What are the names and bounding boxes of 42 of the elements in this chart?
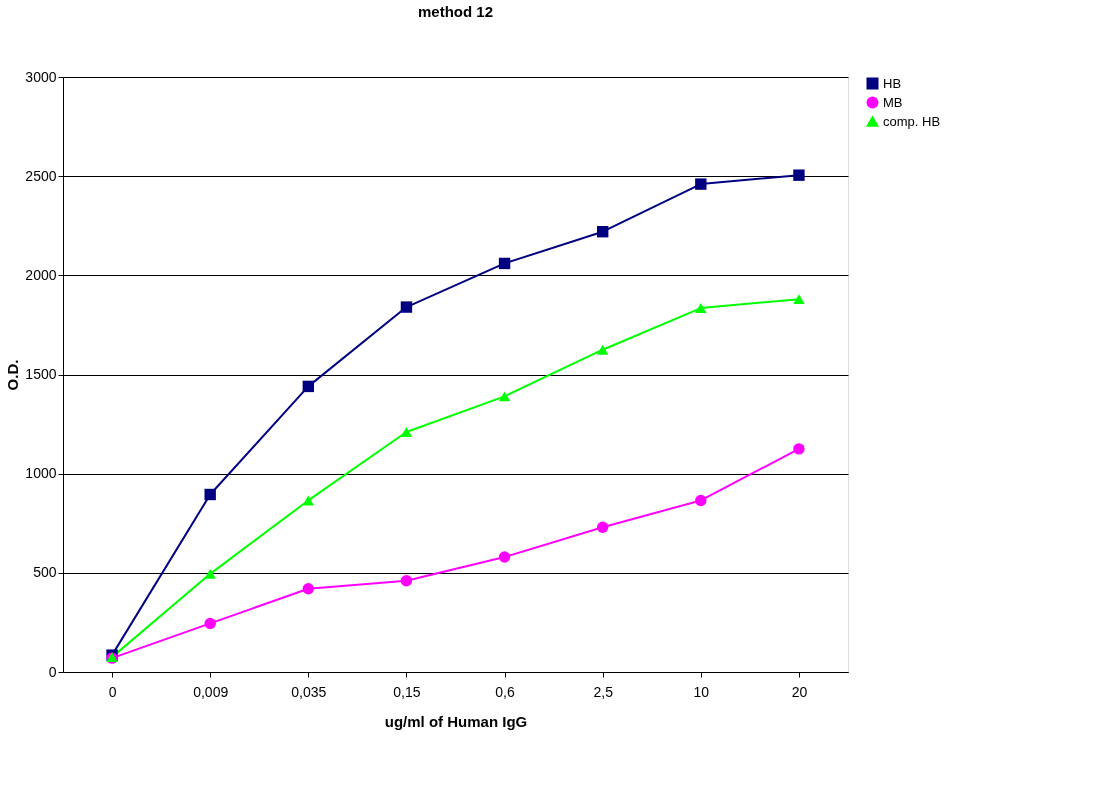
point	[793, 294, 805, 305]
x-tick-label: 20	[791, 683, 808, 700]
y-tick-label: 500	[33, 564, 57, 581]
x-axis-title: ug/ml of Human IgG	[384, 712, 528, 730]
y-axis-title: O.D.	[4, 359, 22, 391]
x-tick-label: 10	[693, 683, 710, 700]
point	[498, 551, 511, 563]
y-tick-label: 1500	[25, 366, 57, 382]
x-tick-label: 2,5	[593, 683, 614, 700]
x-tick-label: 0,6	[495, 683, 515, 700]
point	[695, 178, 707, 190]
point	[400, 427, 413, 437]
point	[596, 226, 609, 238]
point	[302, 583, 315, 595]
y-tick-label: 2000	[25, 266, 57, 283]
point	[793, 443, 805, 455]
y-tick-label: 3000	[25, 68, 57, 85]
x-tick-label: 0,15	[393, 683, 421, 700]
point	[400, 575, 413, 587]
point	[498, 391, 511, 402]
point	[793, 169, 805, 181]
x-tick-label: 0	[108, 683, 117, 700]
point	[596, 521, 609, 533]
point	[302, 380, 315, 393]
x-tick-label: 0,009	[193, 683, 229, 700]
point	[204, 568, 216, 579]
point	[695, 494, 707, 507]
point	[695, 303, 707, 313]
y-tick-label: 0	[48, 663, 57, 680]
point	[204, 488, 216, 501]
legend-label: HB	[883, 75, 902, 91]
point	[498, 257, 511, 270]
point	[596, 344, 609, 355]
point	[302, 495, 315, 506]
point	[204, 617, 216, 630]
chart-title: method 12	[417, 3, 494, 20]
x-tick-label: 0,035	[291, 683, 327, 700]
legend-label: comp. HB	[883, 113, 941, 129]
y-tick-label: 1000	[25, 465, 57, 482]
legend-label: MB	[883, 94, 903, 110]
point	[400, 301, 413, 313]
y-tick-label: 2500	[25, 167, 57, 184]
